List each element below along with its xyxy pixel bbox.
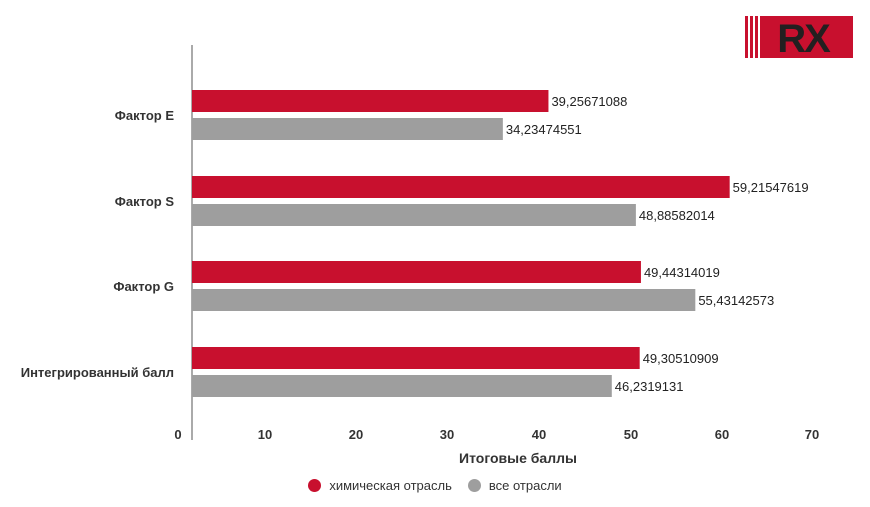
category-label: Фактор S xyxy=(115,194,175,209)
bar-all xyxy=(192,289,696,311)
bar-all xyxy=(192,204,636,226)
x-tick-label: 30 xyxy=(440,427,454,442)
bar-all xyxy=(192,375,612,397)
x-tick-label: 70 xyxy=(805,427,819,442)
x-tick-label: 40 xyxy=(532,427,546,442)
legend: химическая отрасль все отрасли xyxy=(0,478,870,493)
legend-item-all: все отрасли xyxy=(467,478,562,493)
legend-item-chemical: химическая отрасль xyxy=(308,478,452,493)
bar-all xyxy=(192,118,503,140)
data-label: 46,2319131 xyxy=(615,379,684,394)
data-label: 39,25671088 xyxy=(551,94,627,109)
data-label: 55,43142573 xyxy=(698,293,774,308)
x-tick-label: 50 xyxy=(624,427,638,442)
data-label: 49,30510909 xyxy=(643,351,719,366)
rx-logo: RX xyxy=(745,14,853,61)
bar-chemical xyxy=(192,261,641,283)
x-tick-label: 10 xyxy=(258,427,272,442)
svg-text:RX: RX xyxy=(777,17,831,60)
legend-swatch-all xyxy=(467,479,481,492)
data-label: 48,88582014 xyxy=(639,208,715,223)
bar-chemical xyxy=(192,347,640,369)
legend-swatch-chemical xyxy=(308,479,322,492)
category-label: Фактор G xyxy=(113,279,174,294)
bar-chemical xyxy=(192,176,730,198)
data-label: 34,23474551 xyxy=(506,122,582,137)
x-tick-label: 60 xyxy=(715,427,729,442)
x-tick-label: 20 xyxy=(349,427,363,442)
legend-label-all: все отрасли xyxy=(488,478,562,493)
data-label: 59,21547619 xyxy=(733,180,809,195)
category-label: Интегрированный балл xyxy=(21,365,174,380)
x-tick-label: 0 xyxy=(174,427,181,442)
data-label: 49,44314019 xyxy=(644,265,720,280)
x-axis-title: Итоговые баллы xyxy=(459,450,577,466)
bar-chemical xyxy=(192,90,549,112)
category-label: Фактор E xyxy=(115,108,175,123)
legend-label-chemical: химическая отрасль xyxy=(329,478,452,493)
